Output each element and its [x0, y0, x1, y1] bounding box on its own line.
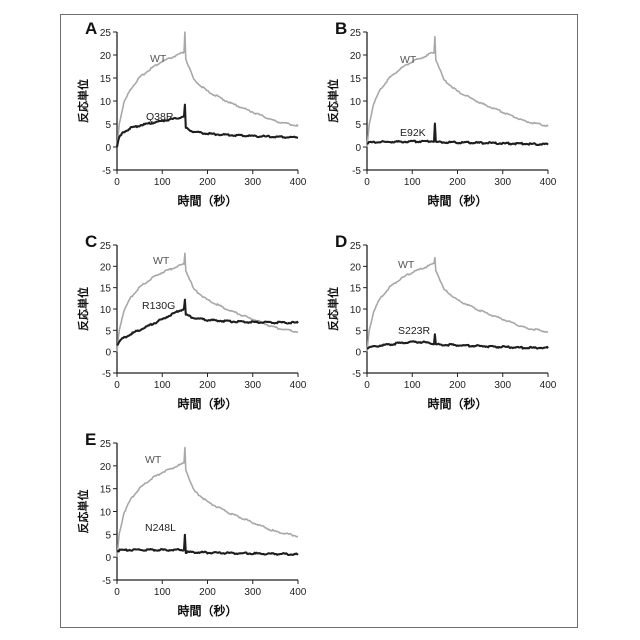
chart-panel-a: A-505101520250100200300400時間（秒）反応単位WTQ38… [76, 19, 307, 208]
series-line-wt [117, 32, 298, 147]
y-tick-label: 20 [350, 51, 362, 62]
y-tick-label: 10 [100, 97, 112, 108]
series-label-wt: WT [400, 54, 417, 66]
x-tick-label: 100 [404, 380, 421, 391]
chart-panel-e: E-505101520250100200300400時間（秒）反応単位WTN24… [76, 430, 307, 618]
x-axis-label: 時間（秒） [177, 603, 237, 618]
panel-letter: A [85, 19, 97, 38]
y-tick-label: 10 [350, 97, 362, 108]
y-tick-label: 10 [100, 305, 112, 316]
y-tick-label: 15 [100, 485, 112, 496]
figure-canvas: A-505101520250100200300400時間（秒）反応単位WTQ38… [0, 0, 640, 640]
series-line-n248l [117, 535, 298, 555]
panel-letter: E [85, 430, 96, 449]
y-tick-label: -5 [102, 576, 111, 587]
y-tick-label: 10 [350, 305, 362, 316]
x-tick-label: 0 [364, 177, 370, 188]
y-tick-label: 15 [100, 284, 112, 295]
x-axis-label: 時間（秒） [427, 396, 487, 411]
y-tick-label: 0 [105, 553, 111, 564]
y-tick-label: 20 [100, 51, 112, 62]
chart-panel-c: C-505101520250100200300400時間（秒）反応単位WTR13… [76, 232, 307, 411]
y-tick-label: 25 [350, 28, 362, 39]
series-label-n248l: N248L [145, 522, 176, 534]
series-line-q38r [117, 105, 298, 147]
series-line-wt [367, 37, 548, 147]
x-axis-label: 時間（秒） [177, 193, 237, 208]
x-tick-label: 0 [364, 380, 370, 391]
y-tick-label: 20 [350, 262, 362, 273]
x-tick-label: 400 [540, 380, 557, 391]
x-tick-label: 200 [199, 177, 216, 188]
x-axis-label: 時間（秒） [177, 396, 237, 411]
y-tick-label: 15 [350, 284, 362, 295]
x-tick-label: 0 [114, 380, 120, 391]
y-tick-label: 20 [100, 462, 112, 473]
x-tick-label: 200 [199, 587, 216, 598]
y-tick-label: 25 [100, 241, 112, 252]
series-line-e92k [367, 124, 548, 145]
x-tick-label: 100 [154, 177, 171, 188]
y-tick-label: -5 [352, 166, 361, 177]
x-tick-label: 300 [244, 587, 261, 598]
x-tick-label: 300 [244, 380, 261, 391]
y-tick-label: 5 [355, 326, 361, 337]
x-tick-label: 300 [494, 380, 511, 391]
y-tick-label: 15 [100, 74, 112, 85]
x-tick-label: 400 [540, 177, 557, 188]
series-label-wt: WT [398, 259, 415, 271]
y-tick-label: -5 [102, 166, 111, 177]
series-line-s223r [367, 334, 548, 348]
panel-letter: C [85, 232, 97, 251]
y-axis-label: 反応単位 [76, 79, 90, 123]
chart-panel-d: D-505101520250100200300400時間（秒）反応単位WTS22… [326, 232, 557, 411]
y-tick-label: -5 [102, 369, 111, 380]
x-tick-label: 100 [154, 380, 171, 391]
y-tick-label: 0 [105, 348, 111, 359]
y-tick-label: -5 [352, 369, 361, 380]
series-label-s223r: S223R [398, 325, 431, 337]
x-axis-label: 時間（秒） [427, 193, 487, 208]
y-tick-label: 10 [100, 508, 112, 519]
x-tick-label: 400 [290, 587, 307, 598]
y-tick-label: 25 [350, 241, 362, 252]
x-tick-label: 200 [199, 380, 216, 391]
series-label-wt: WT [145, 454, 162, 466]
y-tick-label: 25 [100, 439, 112, 450]
y-tick-label: 5 [105, 530, 111, 541]
y-tick-label: 5 [105, 120, 111, 131]
series-line-wt [367, 258, 548, 352]
series-label-e92k: E92K [400, 127, 426, 139]
y-axis-label: 反応単位 [326, 79, 340, 123]
y-tick-label: 5 [355, 120, 361, 131]
x-tick-label: 300 [494, 177, 511, 188]
panel-letter: B [335, 19, 347, 38]
y-tick-label: 5 [105, 326, 111, 337]
x-tick-label: 400 [290, 177, 307, 188]
y-tick-label: 15 [350, 74, 362, 85]
y-tick-label: 0 [355, 348, 361, 359]
x-tick-label: 100 [154, 587, 171, 598]
y-axis-label: 反応単位 [326, 287, 340, 331]
x-tick-label: 200 [449, 177, 466, 188]
series-label-q38r: Q38R [146, 111, 174, 123]
series-label-wt: WT [150, 53, 167, 65]
x-tick-label: 400 [290, 380, 307, 391]
x-tick-label: 0 [114, 587, 120, 598]
x-tick-label: 200 [449, 380, 466, 391]
y-tick-label: 20 [100, 262, 112, 273]
y-tick-label: 0 [105, 143, 111, 154]
panel-letter: D [335, 232, 347, 251]
series-label-wt: WT [153, 255, 170, 267]
y-tick-label: 0 [355, 143, 361, 154]
y-axis-label: 反応単位 [76, 490, 90, 534]
series-label-r130g: R130G [142, 300, 175, 312]
y-axis-label: 反応単位 [76, 287, 90, 331]
y-tick-label: 25 [100, 28, 112, 39]
x-tick-label: 300 [244, 177, 261, 188]
chart-panel-b: B-505101520250100200300400時間（秒）反応単位WTE92… [326, 19, 557, 208]
x-tick-label: 100 [404, 177, 421, 188]
x-tick-label: 0 [114, 177, 120, 188]
